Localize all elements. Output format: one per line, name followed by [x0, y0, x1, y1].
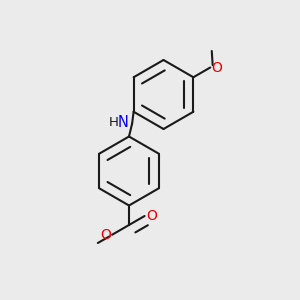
- Text: O: O: [146, 209, 157, 223]
- Text: O: O: [100, 228, 111, 242]
- Text: H: H: [109, 116, 118, 128]
- Text: N: N: [118, 115, 128, 130]
- Text: O: O: [211, 61, 222, 74]
